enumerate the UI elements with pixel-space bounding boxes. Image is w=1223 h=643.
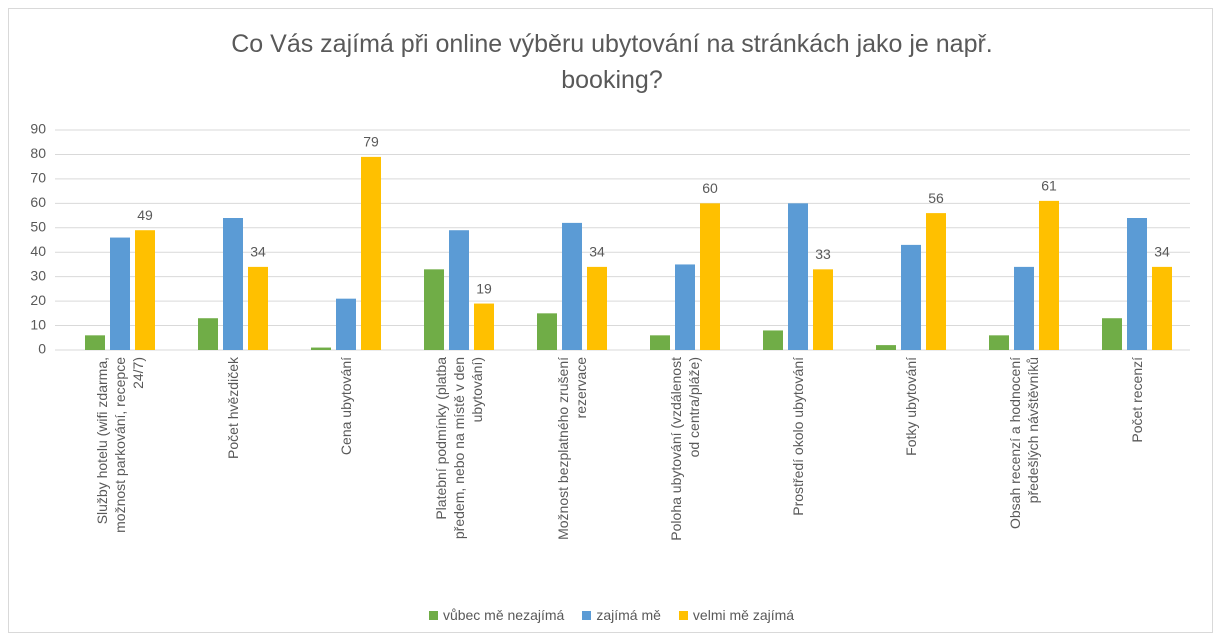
y-tick-label: 10 <box>30 316 46 332</box>
bar <box>763 330 783 350</box>
x-tick-label: Možnost bezplatného zrušení rezervace <box>555 357 589 540</box>
y-tick-label: 40 <box>30 243 46 259</box>
legend-swatch <box>428 610 438 620</box>
y-tick-label: 0 <box>38 341 46 357</box>
bar <box>675 264 695 350</box>
x-tick-label: Cena ubytování <box>338 357 354 456</box>
legend-label: zajímá mě <box>596 607 661 623</box>
y-tick-label: 50 <box>30 218 46 234</box>
bar <box>1152 266 1172 350</box>
bar <box>650 335 670 350</box>
x-tick-label: Počet recenzí <box>1129 357 1145 443</box>
legend-swatch <box>582 610 592 620</box>
chart-title: Co Vás zajímá při online výběru ubytován… <box>231 30 993 94</box>
bar <box>1102 318 1122 350</box>
bar <box>1039 200 1059 350</box>
bar <box>1014 266 1034 350</box>
y-tick-label: 20 <box>30 292 46 308</box>
bar <box>700 203 720 350</box>
bar <box>424 269 444 350</box>
bar <box>474 303 494 350</box>
data-label: 60 <box>702 180 718 196</box>
x-tick-label: Počet hvězdiček <box>225 357 241 459</box>
bar <box>537 313 557 350</box>
bar <box>110 237 130 350</box>
x-tick-label: Obsah recenzí a hodnocení předešlých náv… <box>1007 357 1041 530</box>
legend-item: velmi mě zajímá <box>678 607 795 623</box>
legend: vůbec mě nezajímá zajímá mě velmi mě zajím… <box>0 607 1223 623</box>
y-tick-label: 80 <box>30 145 46 161</box>
data-label: 56 <box>928 190 944 206</box>
bar <box>361 156 381 350</box>
bar <box>813 269 833 350</box>
chart-border <box>8 8 1213 633</box>
data-label: 34 <box>589 244 605 260</box>
bar <box>989 335 1009 350</box>
bar <box>449 230 469 350</box>
legend-item: zajímá mě <box>582 607 661 623</box>
bar <box>788 203 808 350</box>
legend-item: vůbec mě nezajímá <box>428 607 565 623</box>
data-label: 34 <box>1154 244 1170 260</box>
x-tick-label: Fotky ubytování <box>903 357 919 456</box>
x-tick-label: Služby hotelu (wifi zdarma, možnost park… <box>94 357 146 533</box>
y-tick-label: 70 <box>30 170 46 186</box>
bar <box>587 266 607 350</box>
legend-label: vůbec mě nezajímá <box>442 607 565 623</box>
bar <box>926 213 946 350</box>
bar <box>135 230 155 350</box>
bar <box>562 222 582 350</box>
bar <box>876 345 896 350</box>
data-label: 79 <box>363 134 379 150</box>
y-tick-label: 60 <box>30 194 46 210</box>
data-label: 49 <box>137 207 153 223</box>
data-label: 61 <box>1041 178 1057 194</box>
legend-label: velmi mě zajímá <box>692 607 795 623</box>
data-label: 19 <box>476 280 492 296</box>
bar <box>1127 218 1147 350</box>
bar <box>901 244 921 350</box>
bar <box>198 318 218 350</box>
bar <box>223 218 243 350</box>
legend-swatch <box>678 610 688 620</box>
data-label: 33 <box>815 246 831 262</box>
bar <box>336 298 356 350</box>
x-tick-label: Prostředí okolo ubytování <box>790 357 806 516</box>
data-label: 34 <box>250 244 266 260</box>
y-tick-label: 90 <box>30 121 46 137</box>
x-tick-label: Poloha ubytování (vzdálenost od centra/p… <box>668 357 702 541</box>
bar <box>311 347 331 350</box>
x-tick-label: Platební podmínky (platba předem, nebo n… <box>433 357 485 540</box>
bar <box>248 266 268 350</box>
bar <box>85 335 105 350</box>
y-tick-label: 30 <box>30 267 46 283</box>
